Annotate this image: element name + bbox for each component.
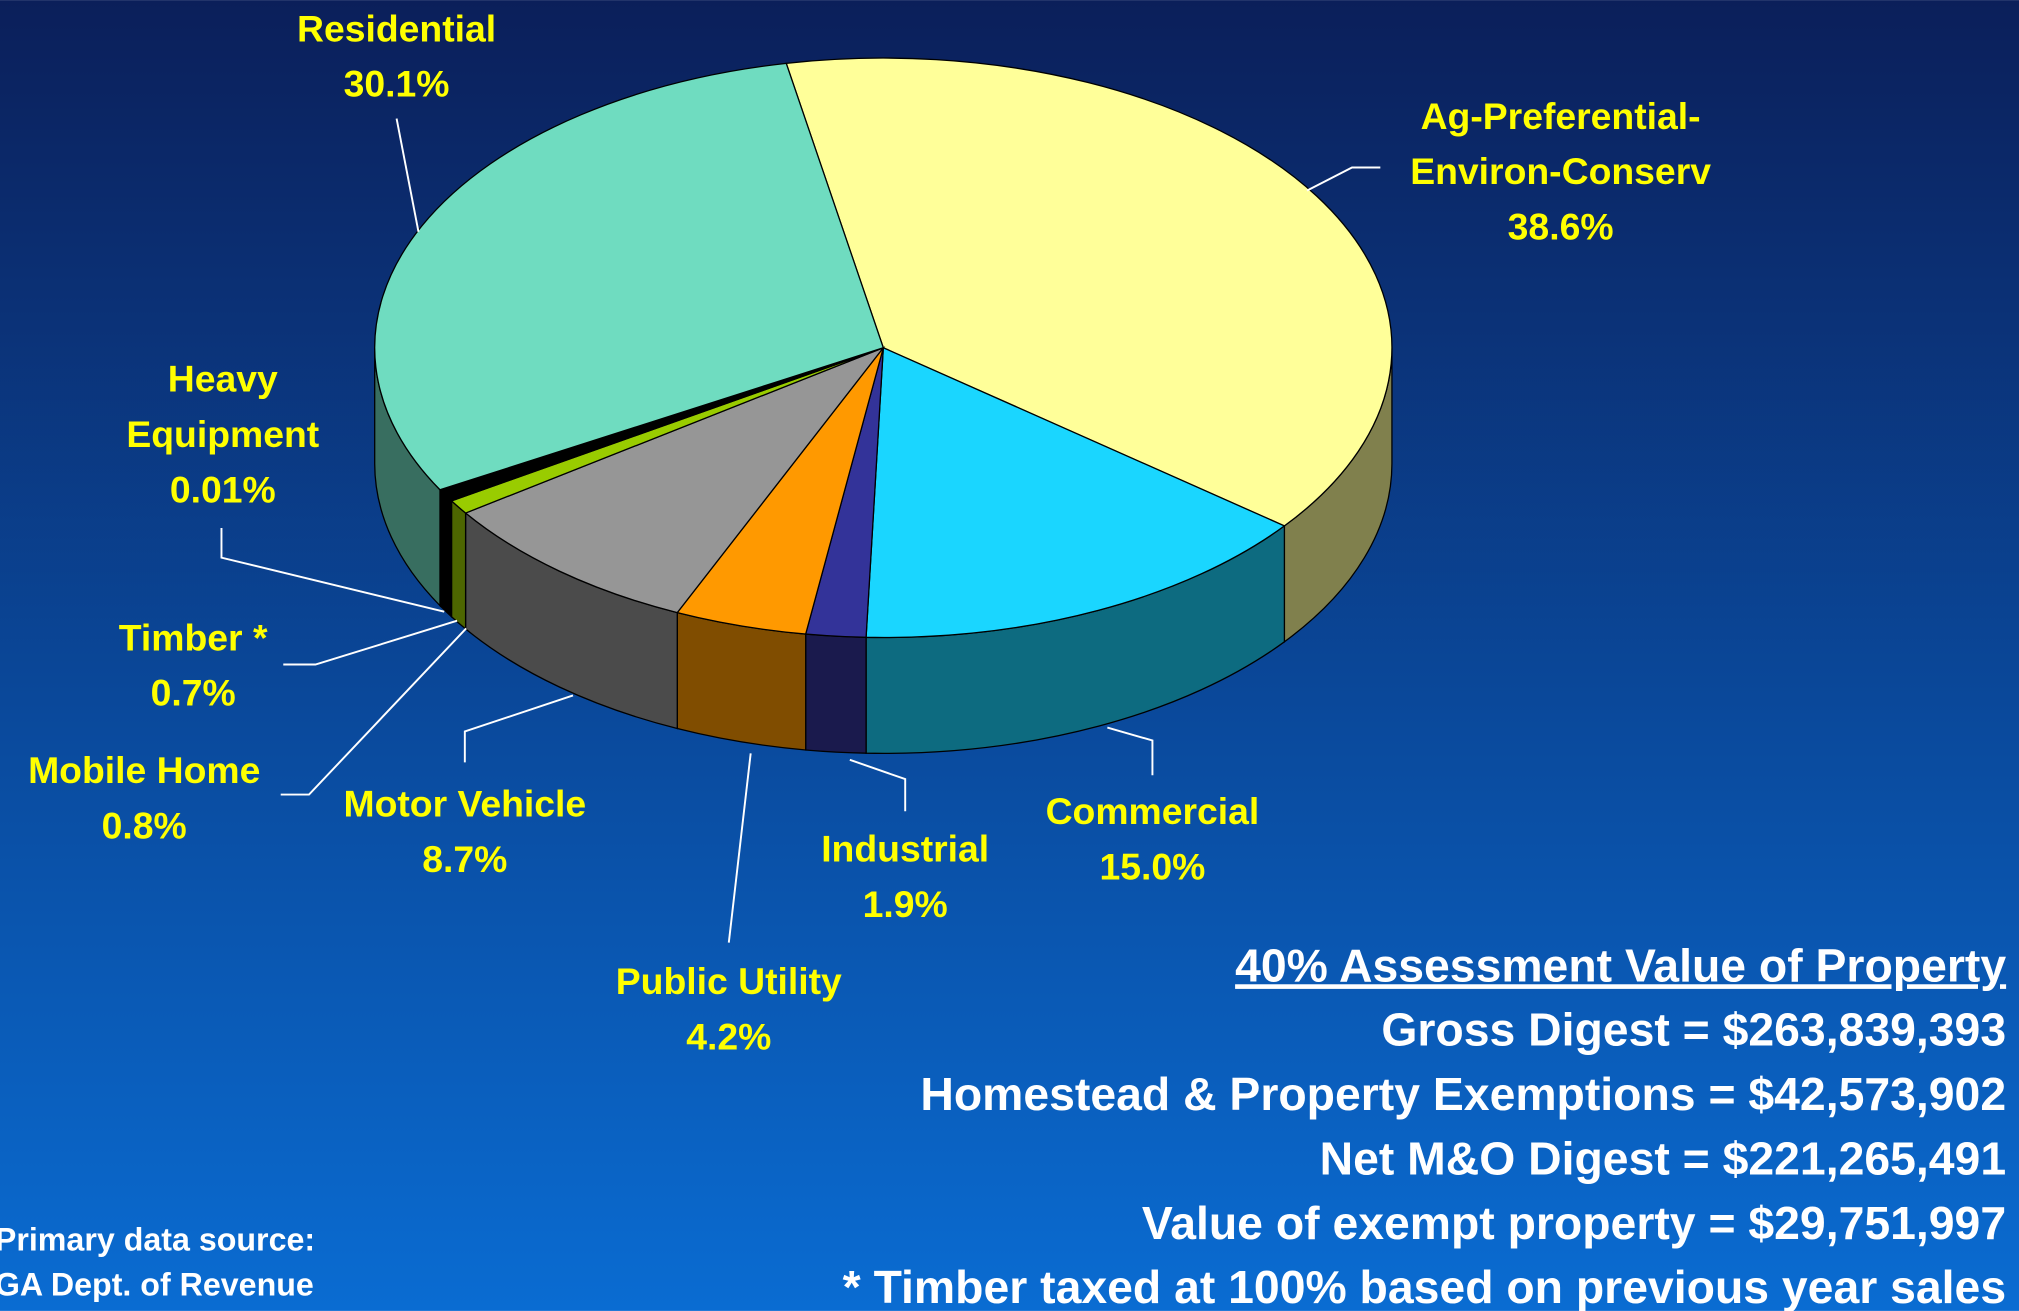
slice-side — [805, 633, 867, 754]
category-label: Commercial — [1046, 790, 1260, 832]
slice-side — [439, 488, 453, 619]
slice — [374, 62, 885, 491]
value-label: 4.2% — [686, 1016, 771, 1058]
category-label: Motor Vehicle — [343, 782, 586, 824]
value-label: 0.01% — [170, 468, 276, 510]
slice — [464, 346, 886, 614]
info-line: * Timber taxed at 100% based on previous… — [843, 1261, 2006, 1311]
category-label: Industrial — [821, 828, 989, 870]
category-label: Residential — [297, 7, 496, 49]
slice-side — [676, 611, 807, 751]
category-label: Public Utility — [616, 960, 842, 1002]
slice — [785, 57, 1393, 527]
value-label: 38.6% — [1508, 206, 1614, 248]
info-line: Value of exempt property = $29,751,997 — [1142, 1197, 2006, 1249]
source-note: Primary data source: — [0, 1221, 315, 1257]
leader-line — [727, 753, 752, 943]
info-line: Homestead & Property Exemptions = $42,57… — [920, 1068, 2006, 1120]
value-label: 30.1% — [344, 63, 450, 105]
leader-line — [395, 118, 420, 233]
category-label: Timber * — [119, 616, 268, 658]
value-label: 1.9% — [863, 883, 948, 925]
leader-line — [220, 528, 445, 613]
category-label: Heavy Equipment — [126, 358, 319, 455]
value-label: 0.7% — [151, 672, 236, 714]
leader-line — [1107, 726, 1154, 776]
category-label: Mobile Home — [28, 749, 260, 791]
slice — [865, 346, 1286, 639]
info-title: 40% Assessment Value of Property — [1235, 939, 2006, 991]
category-label: Ag-Preferential-Environ-Conserv — [1410, 95, 1711, 192]
info-line: Net M&O Digest = $221,265,491 — [1320, 1132, 2007, 1184]
leader-line — [1306, 166, 1381, 192]
value-label: 8.7% — [422, 838, 507, 880]
value-label: 15.0% — [1100, 846, 1206, 888]
leader-line — [283, 619, 458, 666]
slice-side — [450, 499, 467, 631]
value-label: 0.8% — [102, 804, 187, 846]
leader-line — [463, 694, 574, 763]
leader-line — [849, 758, 907, 812]
info-line: Gross Digest = $263,839,393 — [1381, 1004, 2006, 1056]
source-note: GA Dept. of Revenue — [0, 1266, 314, 1302]
leader-line — [280, 627, 467, 796]
